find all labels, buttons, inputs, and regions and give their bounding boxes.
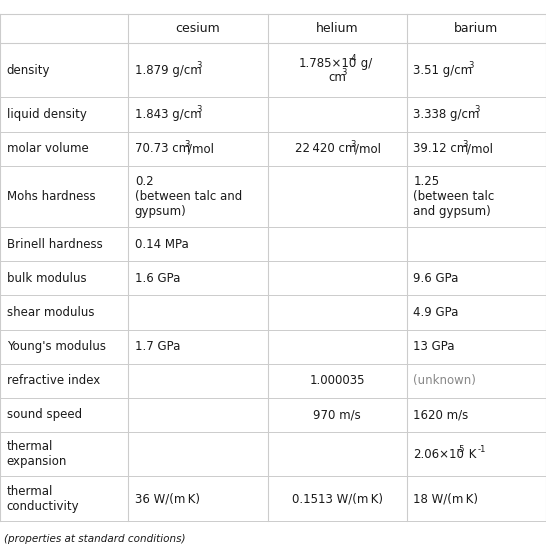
Text: 3.51 g/cm: 3.51 g/cm	[413, 63, 472, 77]
Text: shear modulus: shear modulus	[7, 306, 94, 319]
Text: 2.06×10: 2.06×10	[413, 447, 464, 461]
Text: 18 W/(m K): 18 W/(m K)	[413, 492, 478, 505]
Text: cm: cm	[329, 71, 347, 84]
Text: thermal
expansion: thermal expansion	[7, 440, 67, 468]
Text: 1.7 GPa: 1.7 GPa	[135, 340, 180, 353]
Text: /mol: /mol	[467, 142, 493, 155]
Text: 3: 3	[468, 61, 474, 70]
Text: 4.9 GPa: 4.9 GPa	[413, 306, 459, 319]
Text: 970 m/s: 970 m/s	[313, 408, 361, 422]
Text: 1.843 g/cm: 1.843 g/cm	[135, 108, 201, 121]
Text: Young's modulus: Young's modulus	[7, 340, 105, 353]
Text: 3: 3	[474, 105, 480, 115]
Text: (unknown): (unknown)	[413, 374, 476, 387]
Text: 0.14 MPa: 0.14 MPa	[135, 237, 188, 251]
Text: 13 GPa: 13 GPa	[413, 340, 455, 353]
Text: 0.2
(between talc and
gypsum): 0.2 (between talc and gypsum)	[135, 175, 242, 218]
Text: -4: -4	[348, 54, 357, 63]
Text: 3: 3	[341, 68, 347, 77]
Text: bulk modulus: bulk modulus	[7, 272, 86, 285]
Text: -5: -5	[456, 445, 465, 454]
Text: 36 W/(m K): 36 W/(m K)	[135, 492, 200, 505]
Text: 3: 3	[184, 139, 189, 149]
Text: /mol: /mol	[355, 142, 381, 155]
Text: 3: 3	[196, 105, 201, 115]
Text: (properties at standard conditions): (properties at standard conditions)	[4, 534, 186, 544]
Text: thermal
conductivity: thermal conductivity	[7, 484, 79, 512]
Text: 1.000035: 1.000035	[310, 374, 365, 387]
Text: 1.6 GPa: 1.6 GPa	[135, 272, 180, 285]
Text: 1.25
(between talc
and gypsum): 1.25 (between talc and gypsum)	[413, 175, 495, 218]
Text: g/: g/	[357, 57, 372, 69]
Text: cesium: cesium	[176, 22, 220, 35]
Text: 3.338 g/cm: 3.338 g/cm	[413, 108, 480, 121]
Text: 70.73 cm: 70.73 cm	[135, 142, 190, 155]
Text: 3: 3	[196, 61, 201, 70]
Text: liquid density: liquid density	[7, 108, 86, 121]
Text: 0.1513 W/(m K): 0.1513 W/(m K)	[292, 492, 383, 505]
Text: sound speed: sound speed	[7, 408, 82, 422]
Text: density: density	[7, 63, 50, 77]
Text: 3: 3	[462, 139, 468, 149]
Text: 1.879 g/cm: 1.879 g/cm	[135, 63, 201, 77]
Text: helium: helium	[316, 22, 359, 35]
Text: Brinell hardness: Brinell hardness	[7, 237, 102, 251]
Text: -1: -1	[477, 445, 486, 454]
Text: /mol: /mol	[188, 142, 215, 155]
Text: molar volume: molar volume	[7, 142, 88, 155]
Text: Mohs hardness: Mohs hardness	[7, 190, 95, 203]
Text: barium: barium	[454, 22, 498, 35]
Text: 3: 3	[351, 139, 355, 149]
Text: 1.785×10: 1.785×10	[299, 57, 357, 69]
Text: refractive index: refractive index	[7, 374, 100, 387]
Text: 39.12 cm: 39.12 cm	[413, 142, 468, 155]
Text: 9.6 GPa: 9.6 GPa	[413, 272, 459, 285]
Text: K: K	[465, 447, 477, 461]
Text: 22 420 cm: 22 420 cm	[295, 142, 357, 155]
Text: 1620 m/s: 1620 m/s	[413, 408, 468, 422]
